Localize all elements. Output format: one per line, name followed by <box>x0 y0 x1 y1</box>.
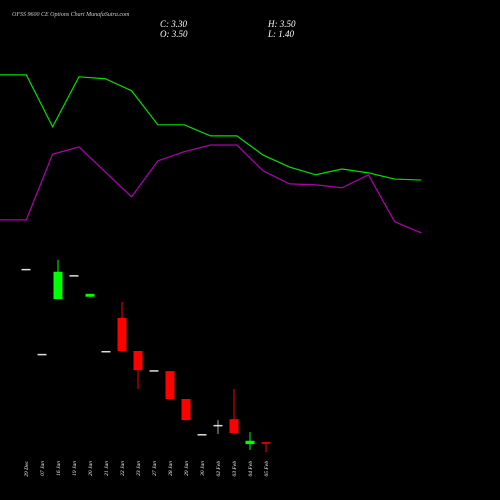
indicator-line <box>0 144 422 234</box>
candle-body <box>261 442 271 444</box>
candle-body <box>117 317 127 351</box>
candle-body <box>197 434 207 436</box>
candle-body <box>149 370 159 372</box>
x-tick-label: 04 Feb <box>247 461 254 477</box>
x-tick-label: 29 Jan <box>184 461 190 476</box>
candle-body <box>213 424 223 427</box>
x-tick-label: 22 Jan <box>120 461 126 476</box>
x-tick-label: 23 Jan <box>136 461 142 476</box>
x-tick-label: 27 Jan <box>152 461 158 476</box>
candle-body <box>37 353 47 356</box>
indicator-line <box>0 74 422 181</box>
low-label: L: 1.40 <box>267 29 295 39</box>
chart-title: OFSS 9600 CE Options Chart MunafaSutra.c… <box>12 11 130 18</box>
x-tick-label: 16 Jan <box>56 461 62 476</box>
x-tick-label: 21 Jan <box>104 461 110 476</box>
x-tick-label: 29 Dec <box>24 460 30 476</box>
x-tick-label: 02 Feb <box>216 461 222 477</box>
candle-body <box>101 350 111 353</box>
candle-body <box>69 275 79 277</box>
x-tick-label: 30 Jan <box>200 461 206 477</box>
high-label: H: 3.50 <box>267 19 296 29</box>
candle-body <box>229 419 239 434</box>
x-tick-label: 03 Feb <box>232 461 238 477</box>
candle-body <box>165 371 175 399</box>
x-tick-label: 07 Jan <box>40 461 46 476</box>
open-label: O: 3.50 <box>160 29 188 39</box>
candle-body <box>245 440 255 445</box>
candle-body <box>53 271 63 300</box>
candle-body <box>133 350 143 371</box>
x-tick-label: 20 Jan <box>88 461 94 476</box>
x-tick-label: 05 Feb <box>264 461 270 477</box>
candle-body <box>85 293 95 297</box>
close-label: C: 3.30 <box>160 19 188 29</box>
candle-body <box>21 268 31 271</box>
x-tick-label: 28 Jan <box>168 461 174 476</box>
candle-body <box>181 398 191 421</box>
x-tick-label: 19 Jan <box>72 461 78 476</box>
